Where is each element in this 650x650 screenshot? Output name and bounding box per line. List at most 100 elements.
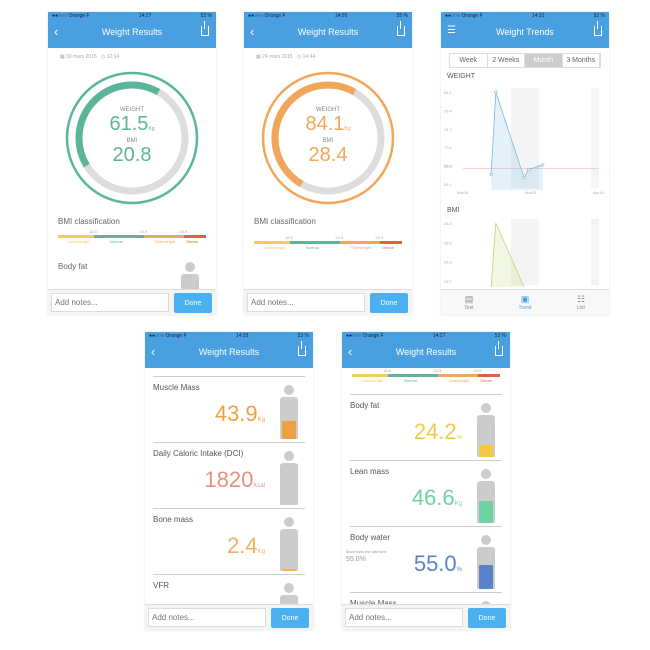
weight-label: WEIGHT (120, 107, 144, 113)
done-button[interactable]: Done (174, 293, 212, 313)
notes-input[interactable] (345, 608, 463, 627)
back-icon[interactable]: ‹ (250, 24, 255, 39)
bmi-segment (339, 241, 380, 244)
weight-unit: Kg (148, 126, 155, 132)
metric-value: 43.9Kg (214, 401, 265, 426)
x-tick-label: Mar31 (525, 190, 537, 195)
date: 30 mars 2015 (66, 54, 97, 60)
battery: 53 % (297, 333, 309, 339)
gauge-outer-ring (65, 71, 199, 205)
nav-title: Weight Results (101, 27, 163, 37)
notes-input[interactable] (51, 293, 169, 312)
y-tick-label: 79.4 (444, 108, 453, 113)
metric-note: More than the last time (346, 549, 387, 554)
battery: 53 % (200, 13, 212, 19)
week-band (591, 219, 599, 285)
status-bar: ●●○○○ Orange F 14:27 53 % (342, 332, 510, 341)
bmi-segment (183, 235, 206, 238)
menu-icon[interactable]: ☰ (447, 25, 456, 36)
gauge-fill (271, 81, 385, 195)
range-month[interactable]: Month (525, 54, 563, 67)
data-point (527, 167, 531, 172)
nav-bar: ☰ Weight Trends (441, 21, 609, 48)
notes-bar: Done (48, 289, 216, 315)
status-bar: ●●○○○ Orange F 14:26 55 % (244, 12, 412, 21)
metric-name: Body water (350, 533, 391, 542)
clock: 14:31 (531, 13, 545, 19)
back-icon[interactable]: ‹ (151, 344, 156, 359)
range-2-weeks[interactable]: 2 Weeks (488, 54, 525, 67)
metric-name: Muscle Mass (350, 599, 397, 608)
range-3-months[interactable]: 3 Months (563, 54, 600, 67)
bmi-segment (387, 374, 438, 377)
share-icon[interactable] (594, 21, 602, 36)
weight-value: 61.5 (109, 113, 149, 135)
clock: 14:27 (138, 13, 152, 19)
notes-bar: Done (145, 604, 313, 630)
share-icon[interactable] (298, 341, 306, 356)
bmi-threshold: 18.5 (89, 229, 97, 234)
metric-row: Body water 55.0% More than the last time 55… (346, 526, 502, 591)
gauge-fill (75, 81, 189, 195)
bmi-scale: Underweight 18.5 Normal 24.9 Overweight 29.9 O… (352, 368, 500, 383)
screen-weight-trends: ●●○○○ Orange F 14:31 52 % ☰ Weight Trends W… (441, 12, 609, 315)
carrier: ●●○○○ Orange F (445, 13, 483, 19)
clipboard-icon: ▤ (464, 294, 474, 304)
metric-name: Daily Caloric Intake (DCI) (153, 449, 244, 458)
screen-weight-results-4: ●●○○○ Orange F 14:27 53 % ‹ Weight Results … (342, 332, 510, 630)
nav-title: Weight Trends (496, 27, 554, 37)
notes-input[interactable] (247, 293, 365, 312)
weight-gauge (261, 71, 395, 205)
x-tick-label: Apr14 (593, 190, 604, 195)
bmi-threshold: 29.9 (473, 368, 482, 373)
body-figure-icon (474, 403, 498, 458)
weight-unit: Kg (344, 126, 351, 132)
carrier: ●●○○○ Orange F (52, 13, 90, 19)
metric-row: Lean mass 46.6Kg (350, 460, 502, 525)
metric-row: Bone mass 2.4Kg (153, 508, 305, 573)
metric-value: 24.2% (413, 419, 462, 444)
done-button[interactable]: Done (370, 293, 408, 313)
tab-trend[interactable]: ▣ Trend (497, 290, 553, 315)
calendar-icon: ▦ (256, 54, 263, 60)
series-area (491, 92, 543, 190)
gauge-outer-ring (261, 71, 395, 205)
share-icon[interactable] (495, 341, 503, 356)
metric-row: Muscle Mass 43.9Kg (153, 376, 305, 441)
done-button[interactable]: Done (468, 608, 506, 628)
bmi-threshold: 24.9 (335, 235, 344, 240)
tab-test[interactable]: ▤ Test (441, 290, 497, 315)
status-bar: ●●○○○ Orange F 14:31 52 % (441, 12, 609, 21)
metric-name: Bone mass (153, 515, 194, 524)
data-point (522, 175, 526, 180)
share-icon[interactable] (201, 21, 209, 36)
week-band (511, 219, 539, 285)
notes-bar: Done (244, 289, 412, 315)
bmi-threshold: 24.9 (433, 368, 442, 373)
bmi-segment (254, 241, 290, 244)
data-point (494, 90, 498, 94)
y-tick-label: 61.1 (444, 182, 453, 187)
nav-bar: ‹ Weight Results (48, 21, 216, 48)
clock: 14:28 (235, 333, 249, 339)
y-tick-label: 28.4 (444, 221, 453, 226)
tab-list[interactable]: ☷ List (553, 290, 609, 315)
done-button[interactable]: Done (271, 608, 309, 628)
y-tick-label: 23.7 (444, 279, 453, 284)
bmi-threshold: 29.9 (179, 229, 188, 234)
bmi-classification-title: BMI classification (254, 217, 316, 226)
range-week[interactable]: Week (450, 54, 488, 67)
metric-name: Muscle Mass (153, 383, 200, 392)
bmi-label: BMI (322, 138, 334, 144)
carrier: ●●○○○ Orange F (149, 333, 187, 339)
share-icon[interactable] (397, 21, 405, 36)
data-point (489, 172, 493, 176)
bmi-label: BMI (126, 138, 138, 144)
time: 14:44 (302, 54, 316, 60)
nav-title: Weight Results (198, 347, 260, 357)
bmi-category-label: Overweight (448, 378, 470, 383)
notes-input[interactable] (148, 608, 266, 627)
back-icon[interactable]: ‹ (54, 24, 59, 39)
back-icon[interactable]: ‹ (348, 344, 353, 359)
metric-value: 1820Kcal (204, 467, 265, 492)
